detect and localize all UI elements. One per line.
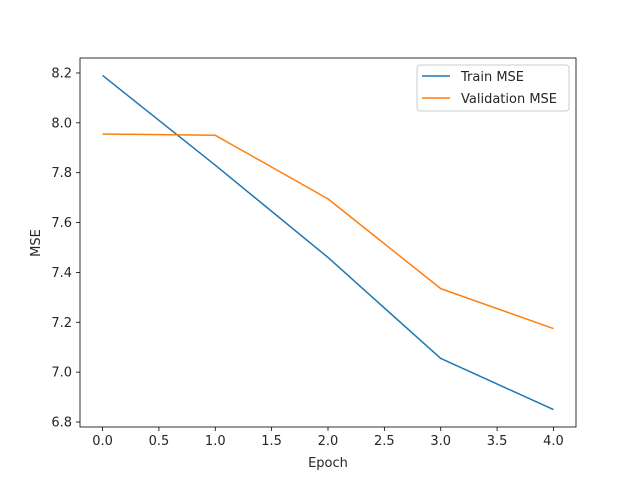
y-axis-label: MSE — [29, 229, 44, 257]
legend-label-validation: Validation MSE — [461, 92, 557, 107]
y-axis: 6.8 7.0 7.2 7.4 7.6 7.8 8.0 8.2 — [51, 66, 80, 431]
y-tick-label: 8.2 — [51, 66, 72, 81]
x-tick-label: 0.5 — [149, 434, 170, 449]
y-tick-label: 7.0 — [51, 366, 72, 381]
x-tick-label: 0.0 — [92, 434, 113, 449]
x-tick-label: 2.5 — [374, 434, 395, 449]
x-tick-label: 1.5 — [261, 434, 282, 449]
x-axis-label: Epoch — [308, 456, 348, 471]
legend-box — [416, 64, 570, 112]
legend-label-train: Train MSE — [460, 70, 524, 85]
y-tick-label: 7.2 — [51, 316, 72, 331]
x-axis: 0.0 0.5 1.0 1.5 2.0 2.5 3.0 3.5 4.0 — [92, 427, 564, 449]
series-line-validation — [102, 133, 554, 330]
y-tick-label: 7.6 — [51, 216, 72, 231]
y-tick-label: 7.4 — [51, 266, 72, 281]
x-tick-label: 3.0 — [430, 434, 451, 449]
series-lines — [102, 74, 554, 411]
x-tick-label: 2.0 — [318, 434, 339, 449]
y-tick-label: 7.8 — [51, 166, 72, 181]
plot-area — [79, 57, 577, 428]
x-tick-label: 3.5 — [487, 434, 508, 449]
legend: Train MSE Validation MSE — [416, 64, 570, 112]
x-tick-label: 4.0 — [543, 434, 564, 449]
y-tick-label: 6.8 — [51, 416, 72, 431]
y-tick-label: 8.0 — [51, 116, 72, 131]
x-tick-label: 1.0 — [205, 434, 226, 449]
